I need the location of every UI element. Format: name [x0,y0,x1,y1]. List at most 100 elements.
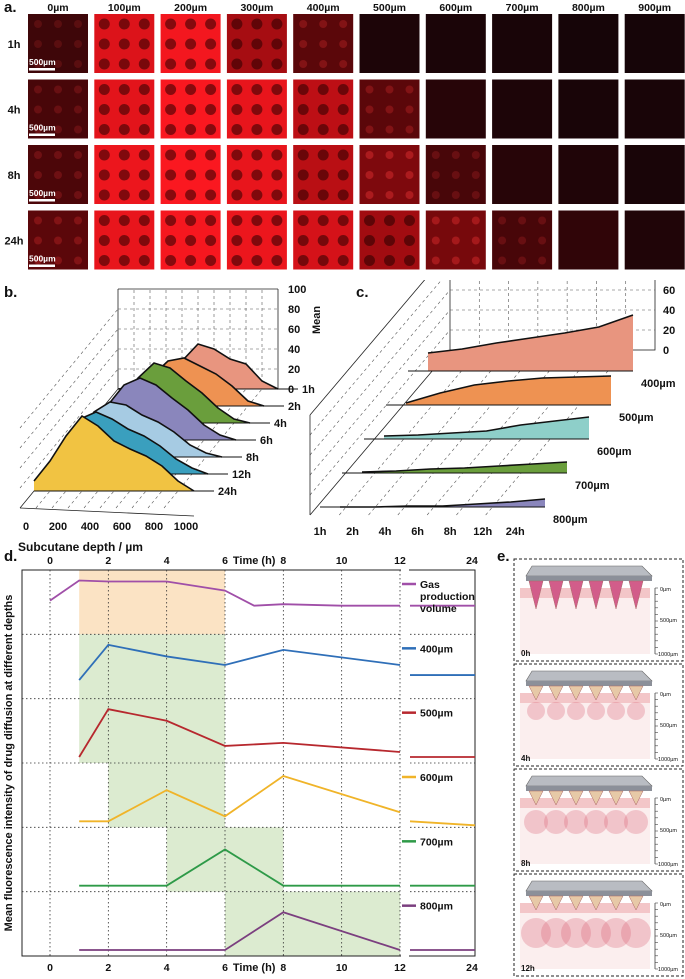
top-tick-label: 8 [280,555,286,567]
epidermis [520,798,650,808]
microneedle [628,895,644,911]
drug-diffusion-cloud [564,810,588,834]
bottom-tick-label: 8 [280,962,286,974]
legend-label: 700µm [420,836,453,848]
micrograph-tile [492,210,553,270]
series-line-24h [33,414,195,492]
epidermis [520,588,650,598]
drug-diffusion-cloud [581,918,611,948]
column-header: 600µm [439,2,472,14]
skin-tissue [520,693,650,759]
y-axis-label: Mean fluorescence intensity of drug diff… [3,595,15,932]
bottom-tick-label: 0 [47,962,53,974]
x-tick-label: 2h [346,526,359,538]
column-header: 200µm [174,2,207,14]
microneedle [568,895,584,911]
series-line [78,643,401,681]
highlight-band [79,570,226,635]
bottom-tick-label: 12 [394,962,406,974]
series-line-400µm [427,314,634,354]
legend-label: 800µm [420,901,453,913]
series-line [78,708,401,758]
series-line [79,911,401,951]
drug-diffusion-cloud [627,702,645,720]
micrograph-tile [425,210,486,270]
microneedle [608,790,624,806]
micrograph-tile [359,145,420,204]
z-tick-label: 60 [663,285,675,297]
microneedle [528,895,544,911]
chart-3d-time-profiles: 020406080100Mean400µm500µm600µm700µm800µ… [309,280,676,538]
legend-label: 600µm [420,772,453,784]
z-tick-label: 20 [663,325,675,337]
skin-tissue [520,588,650,654]
patch-base [526,786,652,791]
column-header: 300µm [240,2,273,14]
top-tick-label: 12 [394,555,406,567]
x-tick-label: 0 [23,521,29,533]
gridline [309,309,451,476]
x-tick-label: 24h [506,526,525,538]
micrograph-tile [359,14,420,73]
panel-c-label: c. [356,284,369,301]
x-tick-label: 4h [379,526,392,538]
axis-break [401,568,409,958]
ruler-label: 0µm [660,692,671,698]
top-tick-label: 10 [336,555,348,567]
series-label: 12h [232,469,251,481]
scale-bar-label: 500µm [29,188,56,198]
series-area-800µm [340,499,545,507]
microneedle [568,685,584,701]
axis-frame [19,507,195,517]
scale-bar-label: 500µm [29,123,56,133]
row-header: 8h [8,170,21,182]
top-tick-label: 4 [164,555,170,567]
micrograph-tile [425,79,486,139]
skin-tissue [520,798,650,864]
x-tick-label: 600 [113,521,131,533]
epidermis [520,903,650,913]
gridline [19,368,119,489]
bottom-tick-label: 2 [105,962,111,974]
micrograph-tile [558,14,619,73]
micrograph-tile [624,79,685,139]
series-line-700µm [361,461,568,473]
scale-bar-label: 500µm [29,57,56,67]
patch-base [525,670,653,682]
series-area-600µm [384,417,589,439]
ruler-label: 500µm [660,618,677,624]
z-tick-label: 80 [288,304,300,316]
column-header: 400µm [307,2,340,14]
scale-bar [29,133,55,136]
micrograph-tile [425,145,486,204]
patch-base [526,576,652,581]
series-area-24h [34,416,194,491]
gridline [309,329,451,496]
patch-base [526,681,652,686]
x-tick-label: 6h [411,526,424,538]
z-tick-label: 20 [288,364,300,376]
ruler-label: 500µm [660,828,677,834]
gridline [19,348,119,469]
drug-diffusion-cloud [544,810,568,834]
series-line [79,848,400,887]
x-tick-label: 12h [473,526,492,538]
series-label: 800µm [553,514,588,526]
series-label: 6h [260,435,273,447]
series-label: 1h [302,384,315,396]
gridline [339,349,480,516]
microneedle [628,580,644,610]
skin-tissue [520,903,650,969]
drug-diffusion-cloud [524,810,548,834]
micrograph-tile [558,79,619,139]
ruler-label: 0µm [660,902,671,908]
microneedle [628,790,644,806]
drug-diffusion-cloud [527,702,545,720]
schematic-diffusion-stages: 0µm 500µm 1000µm 0h 0µm 500µm 1000µm 4h 0µm 500µm… [513,558,684,977]
micrograph-tile [425,14,486,73]
stage-label: 12h [521,964,535,973]
micrograph-tile [624,14,685,73]
micrograph-tile [558,210,619,270]
microneedle [628,685,644,701]
